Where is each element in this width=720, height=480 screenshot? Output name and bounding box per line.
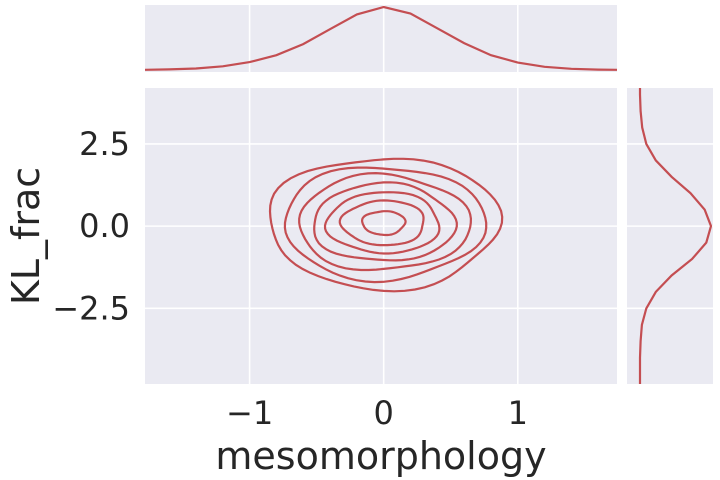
contour-level-7 [360, 210, 407, 237]
kde-contours [268, 157, 504, 293]
contour-level-5 [323, 191, 441, 255]
y-tick-label-0: −2.5 [52, 289, 130, 327]
top-marginal-background [145, 5, 617, 72]
contour-level-2 [283, 166, 488, 284]
x-axis-label: mesomorphology [215, 434, 546, 478]
joint-plot-background [145, 88, 617, 384]
y-tick-label-2: 2.5 [79, 125, 130, 163]
x-tick-label-0: −1 [226, 394, 273, 432]
contour-level-6 [338, 199, 425, 247]
contour-level-1 [268, 157, 504, 293]
marginal-x-curve [144, 5, 618, 71]
contour-level-4 [313, 181, 458, 262]
x-tick-label-1: 0 [374, 394, 394, 432]
y-axis-label: KL_frac [4, 167, 48, 305]
marginal-curves [144, 5, 713, 384]
tick-labels: −1 0 1 −2.5 0.0 2.5 [52, 125, 528, 432]
marginal-y-curve [638, 88, 713, 384]
x-tick-label-2: 1 [508, 394, 528, 432]
y-tick-label-1: 0.0 [79, 207, 130, 245]
contour-level-3 [298, 171, 473, 272]
